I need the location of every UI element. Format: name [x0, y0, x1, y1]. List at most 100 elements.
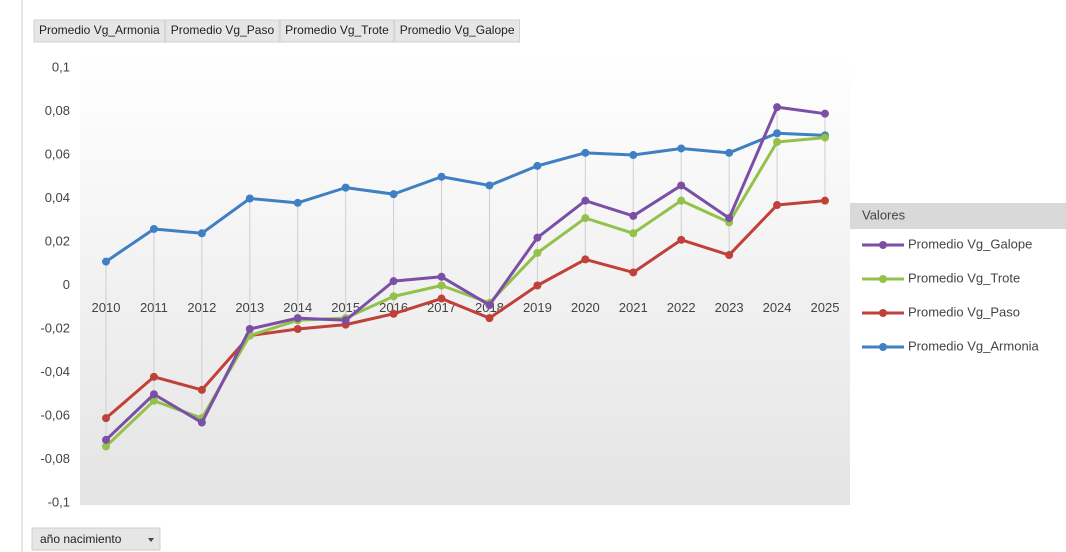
- data-point: [389, 277, 398, 286]
- legend-marker: [879, 309, 887, 317]
- data-point: [581, 196, 590, 205]
- data-point: [102, 257, 110, 266]
- data-point: [197, 229, 206, 238]
- x-tick-label: 2017: [427, 300, 456, 315]
- field-button-label[interactable]: Promedio Vg_Paso: [171, 23, 275, 37]
- field-button[interactable]: Promedio Vg_Trote: [279, 19, 395, 43]
- field-button-box[interactable]: [33, 19, 166, 43]
- x-tick-label: 2025: [811, 300, 840, 315]
- legend-label: Promedio Vg_Armonia: [908, 338, 1040, 353]
- x-tick-label: 2014: [283, 300, 312, 315]
- data-point: [533, 248, 542, 257]
- legend-label: Promedio Vg_Galope: [908, 236, 1032, 251]
- data-point: [533, 161, 542, 170]
- field-button-label[interactable]: Promedio Vg_Trote: [285, 23, 389, 37]
- legend-label: Promedio Vg_Trote: [908, 270, 1020, 285]
- data-point: [677, 196, 686, 205]
- x-tick-label: 2022: [667, 300, 696, 315]
- y-tick-label: 0,06: [45, 146, 70, 161]
- data-point: [437, 272, 446, 281]
- data-point: [149, 372, 158, 381]
- dropdown-arrow[interactable]: [148, 538, 154, 542]
- field-button-box[interactable]: [279, 19, 395, 43]
- x-tick-label: 2012: [187, 300, 216, 315]
- data-point: [629, 211, 638, 220]
- data-point: [149, 390, 158, 399]
- field-button-box[interactable]: [394, 19, 520, 43]
- data-point: [581, 214, 590, 223]
- data-point: [102, 435, 110, 444]
- x-tick-label: 2024: [763, 300, 792, 315]
- x-tick-label: 2011: [140, 300, 168, 315]
- data-point: [581, 255, 590, 264]
- series-line: [104, 105, 826, 442]
- axis-button-label[interactable]: año nacimiento: [40, 532, 122, 546]
- data-point: [677, 181, 686, 190]
- field-button[interactable]: Promedio Vg_Armonia: [33, 19, 166, 43]
- data-point: [629, 151, 638, 159]
- data-point: [437, 294, 446, 303]
- y-tick-label: -0,06: [40, 407, 70, 422]
- data-point: [341, 183, 350, 192]
- data-point: [725, 148, 734, 157]
- data-point: [293, 314, 302, 323]
- data-point: [629, 229, 638, 238]
- plot-area: [80, 55, 850, 505]
- field-button[interactable]: Promedio Vg_Galope: [394, 19, 520, 43]
- legend-marker: [879, 241, 887, 249]
- data-point: [149, 396, 158, 405]
- y-tick-label: -0,04: [40, 364, 70, 379]
- axis-button-box[interactable]: [31, 527, 161, 551]
- data-point: [677, 235, 686, 244]
- x-tick-label: 2019: [523, 300, 552, 315]
- field-button[interactable]: Promedio Vg_Paso: [165, 19, 280, 43]
- axis-button[interactable]: año nacimiento: [31, 527, 161, 551]
- x-tick-label: 2020: [571, 300, 600, 315]
- y-tick-label: -0,02: [40, 320, 70, 335]
- data-point: [533, 233, 542, 242]
- data-point: [773, 201, 782, 210]
- y-tick-label: 0,1: [52, 59, 70, 74]
- data-point: [341, 316, 350, 325]
- legend-label: Promedio Vg_Paso: [908, 304, 1020, 319]
- data-point: [102, 442, 110, 451]
- data-point: [389, 292, 398, 301]
- data-point: [581, 148, 590, 157]
- legend-marker: [879, 343, 887, 351]
- data-point: [677, 144, 686, 153]
- data-point: [389, 190, 398, 199]
- data-point: [485, 301, 494, 310]
- field-button-box[interactable]: [165, 19, 280, 43]
- field-button-label[interactable]: Promedio Vg_Armonia: [39, 23, 160, 37]
- data-point: [821, 109, 829, 118]
- data-point: [437, 281, 446, 290]
- data-point: [485, 181, 494, 190]
- data-point: [293, 325, 302, 333]
- data-point: [437, 172, 446, 181]
- x-tick-label: 2021: [619, 300, 648, 315]
- x-tick-label: 2013: [235, 300, 264, 315]
- data-point: [389, 309, 398, 318]
- data-point: [821, 196, 829, 205]
- field-button-label[interactable]: Promedio Vg_Galope: [400, 23, 515, 37]
- y-tick-label: 0,08: [45, 103, 70, 118]
- y-tick-label: -0,08: [40, 451, 70, 466]
- data-point: [149, 224, 158, 233]
- y-tick-label: 0,02: [45, 233, 70, 248]
- data-point: [725, 251, 734, 260]
- legend-marker: [879, 275, 887, 283]
- x-tick-label: 2010: [92, 300, 121, 315]
- data-point: [725, 214, 734, 223]
- legend-header: [850, 203, 1066, 229]
- data-point: [485, 314, 494, 323]
- series-line: [105, 131, 826, 263]
- data-point: [293, 198, 302, 207]
- legend-title: Valores: [862, 207, 906, 222]
- x-tick-label: 2023: [715, 300, 744, 315]
- data-point: [773, 129, 782, 138]
- data-point: [629, 268, 638, 277]
- x-tick-label: 2015: [331, 300, 360, 315]
- y-tick-label: -0,1: [48, 494, 70, 509]
- data-point: [773, 137, 782, 146]
